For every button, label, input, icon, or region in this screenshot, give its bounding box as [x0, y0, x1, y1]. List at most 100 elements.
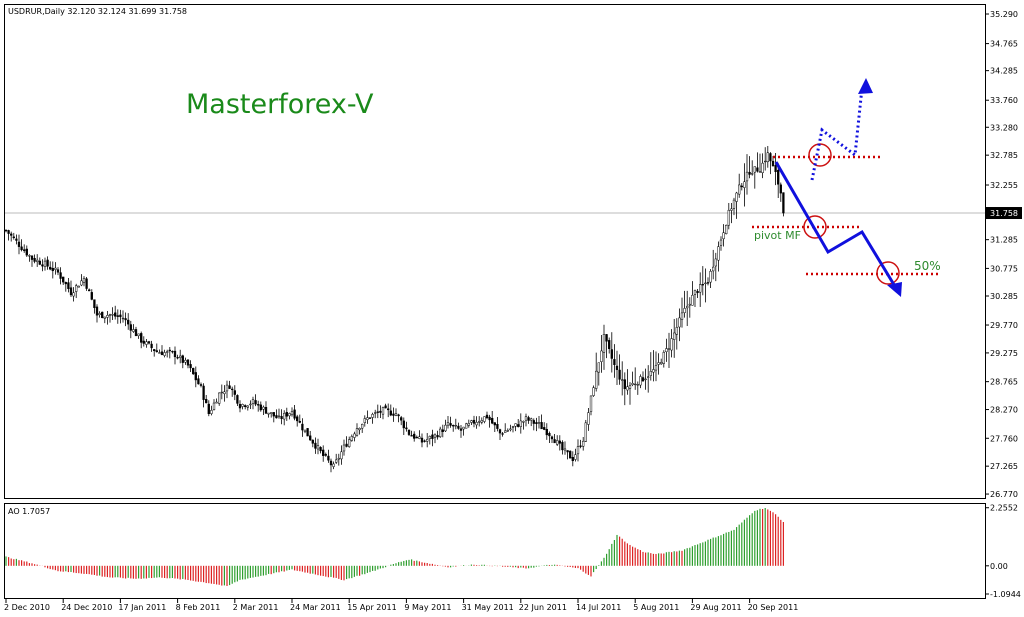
candle-body: [231, 388, 234, 391]
candle: [95, 304, 99, 323]
candle: [467, 419, 470, 428]
candle: [371, 412, 374, 424]
candle: [285, 407, 288, 421]
candle-body: [701, 284, 704, 286]
candle-body: [267, 412, 270, 415]
candle: [392, 407, 395, 422]
candle: [314, 437, 317, 454]
candle-body: [324, 454, 327, 456]
candle: [337, 453, 340, 466]
x-tick-label: 9 May 2011: [404, 603, 451, 612]
candle-body: [641, 377, 645, 382]
candle: [717, 241, 720, 272]
candle: [693, 289, 697, 308]
candle-body: [470, 420, 473, 423]
candle: [782, 192, 785, 217]
candle: [701, 266, 704, 296]
candle-body: [36, 259, 39, 263]
candle-body: [205, 398, 208, 404]
candle: [262, 405, 265, 416]
candle-body: [337, 457, 340, 460]
y-tick-label: 28.270: [990, 406, 1018, 415]
candle: [654, 351, 658, 382]
candle: [228, 380, 231, 390]
candle-body: [675, 327, 678, 335]
candle: [665, 338, 668, 362]
price-chart-pane[interactable]: [4, 4, 986, 499]
candle: [758, 153, 762, 173]
candle: [579, 439, 582, 449]
candle: [246, 405, 249, 411]
candle: [111, 307, 114, 321]
candle: [25, 245, 28, 257]
candle-body: [631, 383, 634, 385]
candle-body: [293, 409, 296, 419]
candle: [613, 344, 616, 378]
candle-body: [127, 319, 130, 325]
x-tick-label: 29 Aug 2011: [690, 603, 741, 612]
candle: [363, 415, 366, 427]
candle: [335, 453, 338, 464]
candle-body: [589, 395, 593, 412]
candle: [602, 324, 606, 370]
candle-body: [553, 439, 556, 444]
candle: [270, 412, 273, 418]
candle-body: [730, 208, 733, 211]
candle-body: [353, 433, 356, 438]
candle: [566, 450, 569, 460]
candle-body: [264, 406, 268, 414]
candle: [485, 411, 489, 420]
candle: [647, 365, 650, 393]
candle: [283, 410, 286, 426]
candle-body: [660, 362, 663, 365]
candle: [561, 440, 564, 455]
candle: [88, 288, 91, 292]
candle: [353, 431, 356, 442]
candle: [381, 406, 385, 420]
candle: [774, 152, 777, 186]
candle-body: [511, 426, 515, 428]
candle: [101, 311, 104, 319]
candle-body: [740, 185, 743, 188]
candle-body: [543, 427, 546, 430]
candle-body: [301, 423, 304, 431]
candle-body: [4, 229, 8, 232]
candle-body: [379, 410, 382, 413]
candle-body: [498, 429, 502, 434]
candle-body: [49, 266, 52, 270]
candle: [199, 382, 203, 388]
candle: [145, 339, 148, 348]
y-tick-label: 32.785: [990, 151, 1018, 160]
candle-body: [241, 404, 244, 407]
candle: [636, 381, 639, 395]
candle: [488, 414, 491, 428]
candle: [64, 281, 67, 292]
candle: [509, 424, 512, 432]
candle: [389, 404, 392, 417]
candle-body: [220, 391, 223, 394]
candle: [748, 156, 751, 179]
candle-body: [769, 153, 772, 162]
candle-body: [85, 278, 88, 289]
candle: [108, 313, 112, 323]
ao-indicator-pane[interactable]: [4, 503, 986, 599]
candle: [85, 276, 88, 291]
candle-body: [602, 334, 606, 353]
candle-body: [545, 429, 548, 436]
candle: [496, 417, 499, 432]
candle-body: [595, 370, 598, 389]
candle-body: [761, 162, 764, 174]
candle: [462, 426, 465, 436]
candle-body: [592, 387, 595, 396]
candle: [522, 420, 525, 430]
candlestick-series: [4, 145, 785, 473]
candle: [410, 430, 413, 437]
candle-body: [621, 379, 624, 381]
candle: [212, 399, 216, 411]
candle: [82, 276, 86, 287]
candle-body: [587, 412, 590, 425]
current-price-label: 31.758: [990, 209, 1018, 218]
candle: [348, 436, 351, 448]
candle-body: [779, 184, 782, 194]
candle: [626, 369, 629, 395]
